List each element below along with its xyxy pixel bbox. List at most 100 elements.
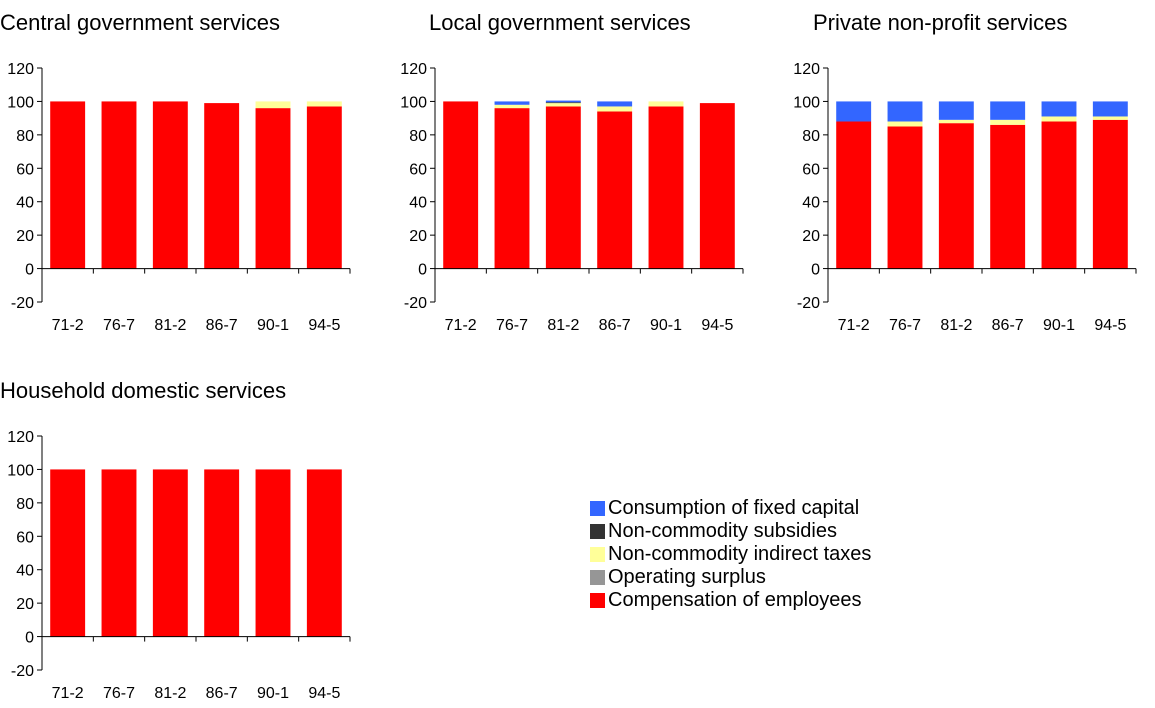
bar-segment — [1041, 121, 1077, 269]
y-tick-label: 20 — [16, 596, 34, 613]
bar-segment — [1092, 116, 1128, 120]
legend-label: Operating surplus — [608, 566, 766, 588]
x-tick-label: 81-2 — [940, 317, 972, 334]
x-tick-label: 86-7 — [206, 685, 238, 702]
x-tick-label: 71-2 — [52, 685, 84, 702]
x-tick-label: 86-7 — [992, 317, 1024, 334]
bar-segment — [50, 101, 86, 269]
x-tick-label: 76-7 — [103, 317, 135, 334]
bar-segment — [597, 101, 633, 107]
chart-household-domestic: Household domestic services 120 100 80 60 40… — [0, 368, 370, 702]
legend-label: Compensation of employees — [608, 589, 862, 611]
chart-plot: 120 100 80 60 40 20 0 -20 71-2 76-7 81-2 86-7 90-1 94… — [400, 61, 744, 334]
bar-segment — [1092, 119, 1128, 269]
y-tick-label: 120 — [7, 61, 34, 78]
x-tick-label: 76-7 — [103, 685, 135, 702]
y-tick-label: 80 — [16, 496, 34, 513]
bar-segment — [938, 119, 974, 124]
legend-label: Non-commodity indirect taxes — [608, 543, 872, 565]
y-tick-label: -20 — [11, 663, 34, 680]
y-tick-label: 40 — [409, 195, 427, 212]
y-tick-label: 40 — [16, 563, 34, 580]
y-tick-label: 0 — [418, 262, 427, 279]
x-tick-label: 90-1 — [650, 317, 682, 334]
chart-private-non-profit: Private non-profit services 120 100 80 60 40… — [786, 0, 1155, 334]
legend-swatch — [590, 570, 605, 585]
x-tick-label: 90-1 — [257, 317, 289, 334]
bar-segment — [1092, 101, 1128, 117]
chart-title: Household domestic services — [0, 378, 287, 403]
bar-segment — [597, 111, 633, 269]
bar-segment — [50, 469, 86, 637]
bar-segment — [152, 101, 188, 269]
y-tick-label: -20 — [11, 295, 34, 312]
y-tick-label: 100 — [400, 94, 427, 111]
x-tick-label: 71-2 — [52, 317, 84, 334]
x-tick-label: 76-7 — [889, 317, 921, 334]
bar-segment — [101, 101, 137, 269]
bar-segment — [255, 108, 291, 269]
x-tick-label: 94-5 — [308, 317, 340, 334]
chart-plot: 120 100 80 60 40 20 0 -20 71-2 76-7 81-2 86-7 90-1 94… — [7, 429, 351, 702]
legend-item: Non-commodity indirect taxes — [590, 543, 871, 566]
x-tick-label: 76-7 — [496, 317, 528, 334]
bar-segment — [990, 101, 1026, 120]
x-tick-label: 81-2 — [547, 317, 579, 334]
bar-segment — [443, 101, 479, 269]
legend-label: Consumption of fixed capital — [608, 497, 860, 519]
y-tick-label: -20 — [797, 295, 820, 312]
chart-title: Central government services — [0, 10, 281, 35]
bar-segment — [938, 123, 974, 269]
x-tick-label: 94-5 — [701, 317, 733, 334]
bar-segment — [545, 106, 581, 269]
bar-segment — [255, 101, 291, 109]
chart-central-government: Central government services 120 100 80 60 40… — [0, 0, 370, 334]
x-tick-label: 81-2 — [154, 685, 186, 702]
bar-segment — [494, 108, 530, 269]
y-tick-label: 0 — [25, 630, 34, 647]
bar-segment — [255, 469, 291, 637]
bar-segment — [204, 469, 240, 637]
x-tick-label: 90-1 — [257, 685, 289, 702]
bar-segment — [1041, 101, 1077, 117]
bar-segment — [204, 103, 240, 269]
bar-segment — [990, 119, 1026, 125]
y-tick-label: 20 — [802, 228, 820, 245]
legend-label: Non-commodity subsidies — [608, 520, 837, 542]
y-tick-label: 0 — [25, 262, 34, 279]
bar-segment — [101, 469, 137, 637]
bar-segment — [836, 101, 872, 122]
bar-segment — [648, 101, 684, 107]
x-tick-label: 81-2 — [154, 317, 186, 334]
y-tick-label: 20 — [16, 228, 34, 245]
legend-swatch — [590, 524, 605, 539]
x-tick-label: 86-7 — [206, 317, 238, 334]
y-tick-label: 20 — [409, 228, 427, 245]
y-tick-label: 40 — [802, 195, 820, 212]
bar-segment — [545, 100, 581, 103]
bar-segment — [1041, 116, 1077, 122]
y-tick-label: 60 — [802, 161, 820, 178]
y-tick-label: 120 — [400, 61, 427, 78]
y-tick-label: -20 — [404, 295, 427, 312]
chart-legend: Consumption of fixed capital Non-commodi… — [590, 497, 871, 612]
y-tick-label: 60 — [409, 161, 427, 178]
bar-segment — [494, 104, 530, 109]
y-tick-label: 80 — [16, 128, 34, 145]
legend-item: Operating surplus — [590, 566, 871, 589]
x-tick-label: 94-5 — [308, 685, 340, 702]
bar-segment — [887, 121, 923, 127]
bar-segment — [597, 106, 633, 112]
y-tick-label: 60 — [16, 529, 34, 546]
chart-local-government: Local government services 120 100 80 60 40 20… — [393, 0, 763, 334]
bar-segment — [306, 469, 342, 637]
bar-segment — [648, 106, 684, 269]
y-tick-label: 80 — [802, 128, 820, 145]
y-tick-label: 40 — [16, 195, 34, 212]
chart-plot: 120 100 80 60 40 20 0 -20 71-2 76-7 81-2 86-7 90-1 94… — [7, 61, 351, 334]
x-tick-label: 90-1 — [1043, 317, 1075, 334]
bar-segment — [699, 103, 735, 269]
chart-title: Local government services — [429, 10, 691, 35]
bar-segment — [494, 101, 530, 105]
bar-segment — [887, 126, 923, 269]
